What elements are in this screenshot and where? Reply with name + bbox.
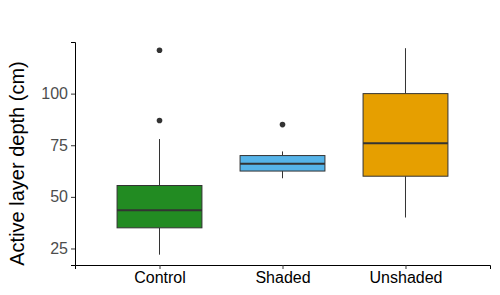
y-axis-line xyxy=(71,43,76,266)
outlier xyxy=(157,118,163,124)
box xyxy=(117,186,202,228)
y-tick-label: 100 xyxy=(41,85,68,102)
median xyxy=(363,142,448,144)
y-axis-title: Active layer depth (cm) xyxy=(6,61,28,266)
upper-whisker xyxy=(405,48,406,93)
y-tick-label: 50 xyxy=(50,188,68,205)
lower-whisker xyxy=(159,228,160,255)
x-tick: Unshaded xyxy=(370,265,443,286)
outlier xyxy=(157,47,163,53)
x-tick-label: Control xyxy=(134,269,186,286)
lower-whisker xyxy=(405,176,406,217)
y-tick: 75 xyxy=(50,137,75,154)
box xyxy=(240,156,325,171)
y-tick: 25 xyxy=(50,240,75,257)
x-tick-label: Shaded xyxy=(255,269,310,286)
y-tick-mark xyxy=(71,248,75,249)
chart: 25 50 75 100 Control Shaded Unshaded Active lay… xyxy=(0,0,500,295)
y-tick-label: 75 xyxy=(50,137,68,154)
x-tick: Shaded xyxy=(255,265,310,286)
y-tick-label: 25 xyxy=(50,240,68,257)
y-tick-mark xyxy=(71,197,75,198)
y-axis: 25 50 75 100 xyxy=(41,43,75,266)
y-tick-mark xyxy=(71,145,75,146)
x-tick: Control xyxy=(134,265,186,286)
box xyxy=(363,94,448,177)
boxes xyxy=(117,47,448,254)
median xyxy=(240,163,325,165)
x-tick-label: Unshaded xyxy=(370,269,443,286)
upper-whisker xyxy=(282,151,283,155)
y-tick-mark xyxy=(71,94,75,95)
outlier xyxy=(280,122,286,128)
y-tick: 50 xyxy=(50,188,75,205)
x-axis: Control Shaded Unshaded xyxy=(76,265,491,286)
median xyxy=(117,209,202,211)
upper-whisker xyxy=(159,139,160,185)
y-tick: 100 xyxy=(41,85,75,102)
lower-whisker xyxy=(282,171,283,178)
